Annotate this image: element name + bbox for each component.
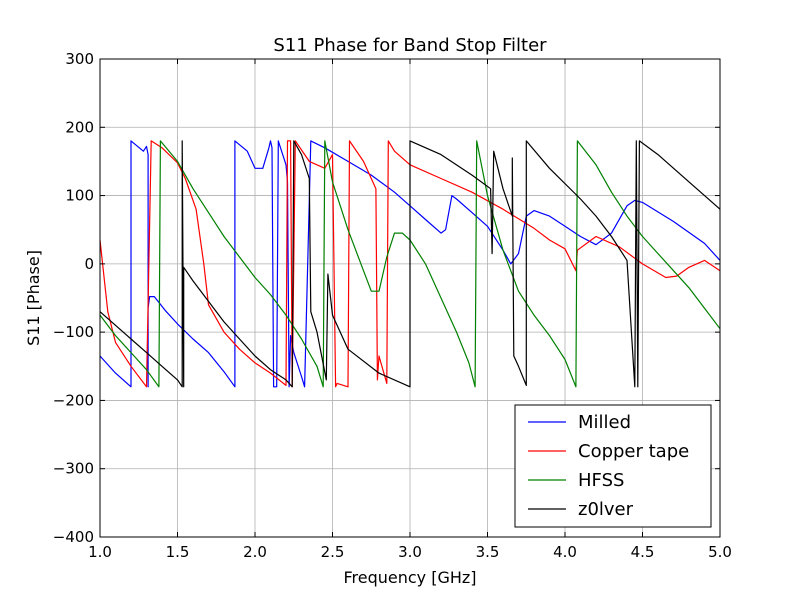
legend-label: z0lver — [578, 499, 634, 520]
y-tick-label: −400 — [53, 528, 94, 546]
chart-title: S11 Phase for Band Stop Filter — [273, 35, 547, 56]
series-layer — [99, 140, 721, 388]
x-tick-label: 3.5 — [476, 543, 500, 561]
x-axis-label: Frequency [GHz] — [343, 568, 476, 587]
x-tick-label: 3.0 — [398, 543, 422, 561]
x-tick-label: 1.0 — [88, 543, 112, 561]
y-tick-label: 0 — [84, 255, 94, 273]
x-tick-label: 4.5 — [631, 543, 655, 561]
legend-label: Milled — [578, 412, 631, 433]
x-tick-label: 2.5 — [321, 543, 345, 561]
y-tick-label: 100 — [65, 187, 94, 205]
series-line-z0lver — [99, 140, 721, 388]
x-tick-label: 5.0 — [708, 543, 732, 561]
legend: Milled Copper tape HFSS z0lver — [514, 404, 712, 528]
y-tick-label: 200 — [65, 118, 94, 136]
x-tick-label: 1.5 — [166, 543, 190, 561]
y-tick-label: 300 — [65, 50, 94, 68]
y-axis-label: S11 [Phase] — [24, 250, 43, 346]
legend-label: HFSS — [578, 470, 624, 491]
y-tick-label: −200 — [53, 391, 94, 409]
series-line-milled — [99, 140, 721, 388]
legend-label: Copper tape — [578, 441, 689, 462]
y-tick-label: −300 — [53, 460, 94, 478]
x-tick-label: 4.0 — [553, 543, 577, 561]
series-line-hfss — [99, 140, 721, 388]
ticks: 1.0 1.5 2.0 2.5 3.0 3.5 4.0 4.5 5.0 300 200 100 0 −10… — [53, 50, 732, 561]
legend-box — [514, 404, 712, 528]
y-tick-label: −100 — [53, 323, 94, 341]
x-tick-label: 2.0 — [243, 543, 267, 561]
